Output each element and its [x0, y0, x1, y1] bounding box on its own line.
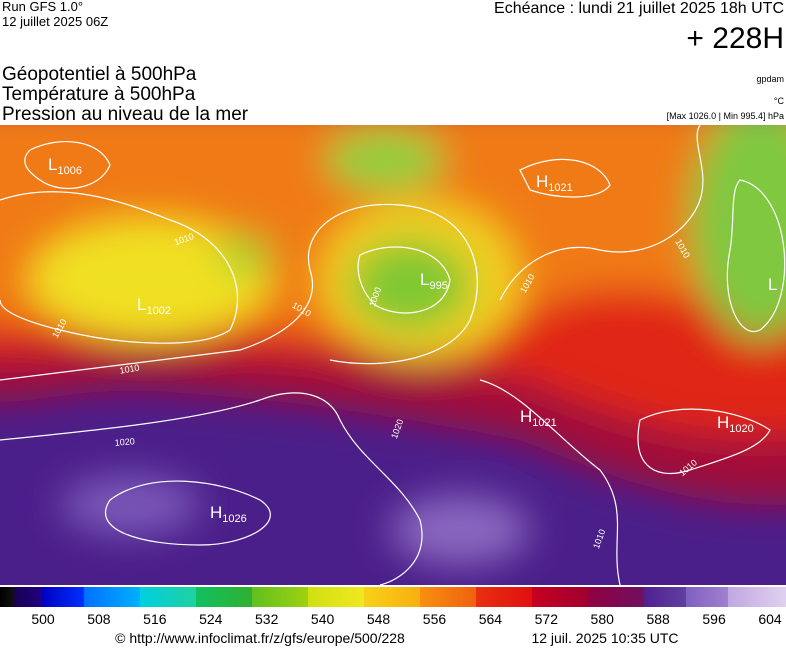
run-date: 12 juillet 2025 06Z — [2, 14, 108, 29]
colorbar-label: 516 — [143, 611, 167, 627]
isobar-label: 1010 — [119, 362, 140, 375]
field: Géopotentiel à 500hPa — [2, 64, 197, 85]
map — [0, 125, 786, 585]
footer-timestamp: 12 juil. 2025 10:35 UTC — [531, 630, 678, 646]
pressure-center: H1026 — [210, 503, 247, 525]
center-value: 1020 — [729, 423, 753, 435]
colorbar-label: 508 — [87, 611, 111, 627]
footer-source: © http://www.infoclimat.fr/z/gfs/europe/… — [115, 630, 405, 646]
valid-time: Echéance : lundi 21 juillet 2025 18h UTC — [494, 0, 784, 17]
center-letter: H — [536, 172, 548, 191]
field: Pression au niveau de la mer — [2, 104, 249, 125]
center-letter: L — [137, 295, 146, 314]
center-letter: L — [420, 270, 429, 289]
pressure-center: L1006 — [48, 155, 82, 177]
run: Run GFS 1.0° — [2, 0, 83, 14]
pressure-center: H1020 — [717, 413, 754, 435]
pressure-range: [Max 1026.0 | Min 995.4] hPa — [667, 111, 784, 121]
colorbar-label: 524 — [199, 611, 223, 627]
center-value: 995 — [429, 280, 447, 292]
colorbar-label: 604 — [758, 611, 782, 627]
center-letter: H — [520, 407, 532, 426]
center-value: 1002 — [146, 305, 170, 317]
center-value: 1021 — [548, 182, 572, 194]
colorbar-label: 500 — [31, 611, 55, 627]
center-letter: L — [48, 155, 57, 174]
pressure-center: H1021 — [520, 407, 557, 429]
pressure-center: H1021 — [536, 172, 573, 194]
unit: gpdam — [756, 74, 784, 84]
pressure-center: L1002 — [137, 295, 171, 317]
center-letter: H — [210, 503, 222, 522]
lead-time: + 228H — [686, 22, 784, 55]
colorbar-label: 548 — [367, 611, 391, 627]
pressure-center: L — [768, 275, 777, 294]
colorbar-labels: 500 508 516 524 532 540 548 556 564 572 580 588 596 6… — [31, 611, 782, 627]
colorbar-label: 556 — [423, 611, 447, 627]
field: Température à 500hPa — [2, 84, 196, 105]
center-letter: L — [768, 275, 777, 294]
colorbar-label: 580 — [591, 611, 615, 627]
colorbar-label: 540 — [311, 611, 335, 627]
colorbar — [0, 587, 786, 607]
colorbar-label: 588 — [646, 611, 670, 627]
center-value: 1026 — [222, 513, 246, 525]
center-value: 1006 — [57, 165, 81, 177]
colorbar-label: 596 — [702, 611, 726, 627]
center-letter: H — [717, 413, 729, 432]
center-value: 1021 — [532, 417, 556, 429]
isobars — [0, 125, 786, 585]
pressure-center: L995 — [420, 270, 448, 292]
colorbar-label: 564 — [479, 611, 503, 627]
colorbar-label: 532 — [255, 611, 279, 627]
colorbar-label: 572 — [535, 611, 559, 627]
isobar-label: 1020 — [114, 436, 135, 448]
unit: °C — [774, 96, 785, 106]
